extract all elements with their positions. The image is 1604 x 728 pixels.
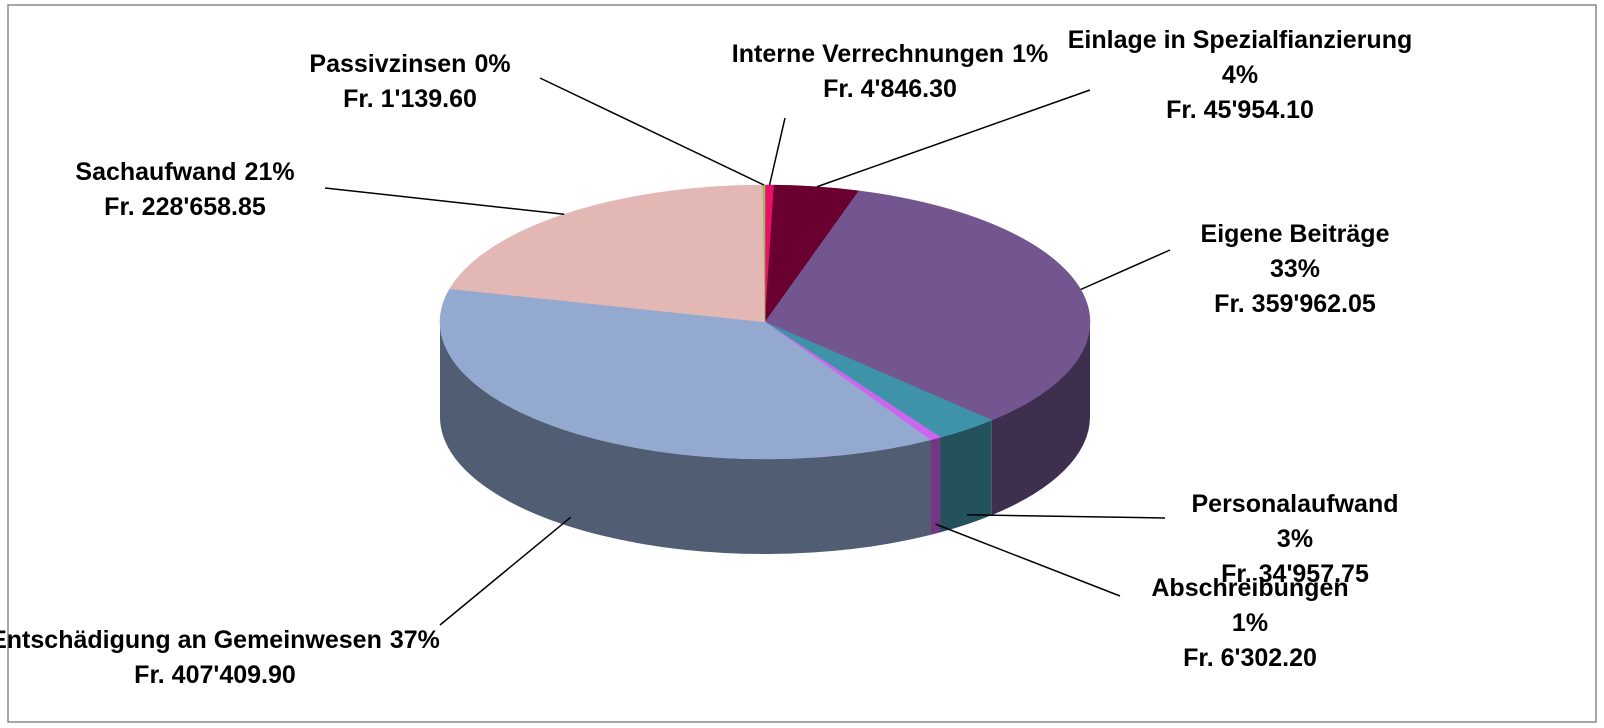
percent-label: 0%: [474, 50, 510, 78]
category-label: Interne Verrechnungen: [732, 40, 1004, 68]
leader-line: [768, 117, 786, 186]
category-label: Passivzinsen: [309, 50, 466, 78]
category-label: Eigene Beiträge: [1201, 220, 1390, 248]
pie-side: [940, 420, 992, 533]
category-label: Einlage in Spezialfianzierung: [1068, 26, 1413, 54]
category-label: Entschädigung an Gemeinwesen: [0, 626, 382, 654]
value-label: Fr. 6'302.20: [1183, 644, 1317, 672]
percent-label: 37%: [390, 626, 440, 654]
data-label: Personalaufwand 3% Fr. 34'957.75: [1192, 490, 1399, 588]
pie-side: [440, 322, 931, 555]
category-label: Sachaufwand: [75, 158, 236, 186]
category-label: Personalaufwand: [1192, 490, 1399, 518]
percent-label: 21%: [245, 158, 295, 186]
leader-line: [1080, 249, 1171, 291]
data-label: Eigene Beiträge 33% Fr. 359'962.05: [1201, 220, 1390, 318]
percent-label: 1%: [1012, 40, 1048, 68]
pie-labels: Interne Verrechnungen 1% Fr. 4'846.30 Einla…: [0, 26, 1412, 689]
pie-slice: [764, 190, 1091, 421]
percent-label: 3%: [1277, 525, 1313, 553]
leader-line: [967, 514, 1166, 519]
pie-side: [930, 437, 941, 535]
data-label: Einlage in Spezialfianzierung 4% Fr. 45'95…: [1068, 26, 1413, 124]
value-label: Fr. 228'658.85: [104, 193, 266, 221]
percent-label: 1%: [1232, 609, 1268, 637]
data-label: Abschreibungen 1% Fr. 6'302.20: [1151, 574, 1348, 672]
percent-label: 4%: [1222, 61, 1258, 89]
pie-slice: [449, 184, 766, 323]
value-label: Fr. 4'846.30: [823, 75, 957, 103]
pie-slice: [439, 288, 932, 460]
leader-line: [439, 516, 572, 626]
percent-label: 33%: [1270, 255, 1320, 283]
data-label: Interne Verrechnungen 1% Fr. 4'846.30: [732, 40, 1048, 103]
value-label: Fr. 1'139.60: [343, 85, 477, 113]
data-label: Sachaufwand 21% Fr. 228'658.85: [75, 158, 294, 221]
value-label: Fr. 359'962.05: [1214, 290, 1376, 318]
pie-sides: [440, 322, 1090, 555]
leader-line: [935, 523, 1121, 597]
data-label: Passivzinsen 0% Fr. 1'139.60: [309, 50, 510, 113]
value-label: Fr. 407'409.90: [134, 661, 296, 689]
value-label: Fr. 45'954.10: [1166, 96, 1314, 124]
value-label: Fr. 34'957.75: [1221, 560, 1369, 588]
pie-side: [991, 322, 1090, 516]
data-label: Entschädigung an Gemeinwesen 37% Fr. 407'4…: [0, 626, 440, 689]
leader-line: [539, 77, 765, 186]
leader-line: [324, 187, 565, 216]
pie-tops: [439, 184, 1091, 460]
leader-line: [816, 89, 1091, 188]
category-label: Abschreibungen: [1151, 574, 1348, 602]
